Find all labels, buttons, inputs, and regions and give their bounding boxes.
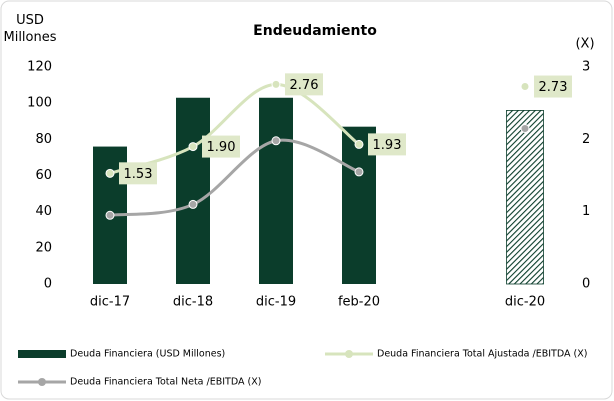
x-tick-label: dic-19 xyxy=(256,295,296,310)
legend-label: Deuda Financiera Total Ajustada /EBITDA … xyxy=(377,349,587,360)
y-tick-label: 60 xyxy=(35,168,52,183)
line xyxy=(109,138,360,217)
y-tick-label: 80 xyxy=(35,132,52,147)
value-label: 2.76 xyxy=(290,78,319,93)
y-tick-label: 0 xyxy=(44,277,52,292)
line-marker xyxy=(520,82,530,92)
y2-tick-label: 2 xyxy=(582,132,590,147)
y2-tick-label: 1 xyxy=(582,204,590,219)
line-marker xyxy=(105,210,115,220)
value-label: 1.53 xyxy=(124,167,153,182)
line-marker xyxy=(354,139,364,149)
y2-axis-label: (X) xyxy=(575,37,594,52)
x-tick-label: dic-20 xyxy=(505,295,545,310)
y-tick-label: 120 xyxy=(27,60,52,75)
y2-tick-label: 3 xyxy=(582,60,590,75)
line-marker xyxy=(188,142,198,152)
line-marker xyxy=(271,136,281,146)
legend-swatch xyxy=(38,378,46,386)
line-marker xyxy=(105,168,115,178)
bar xyxy=(259,97,293,284)
line-marker xyxy=(354,167,364,177)
value-label-box xyxy=(119,162,157,185)
value-label-box xyxy=(368,133,406,156)
bar xyxy=(506,110,544,285)
line-marker xyxy=(520,123,530,133)
value-label-box xyxy=(202,135,240,158)
value-label-box xyxy=(285,73,323,96)
y-tick-label: 100 xyxy=(27,96,52,111)
y2-tick-label: 0 xyxy=(582,277,590,292)
line-marker xyxy=(271,79,281,89)
legend-label: Deuda Financiera (USD Millones) xyxy=(70,349,225,360)
value-label-box xyxy=(534,75,572,98)
legend-swatch xyxy=(345,350,353,358)
value-label: 1.90 xyxy=(207,140,236,155)
x-tick-label: dic-18 xyxy=(173,295,213,310)
chart-title: Endeudamiento xyxy=(253,23,377,39)
line-marker xyxy=(188,199,198,209)
value-label: 2.73 xyxy=(539,80,568,95)
legend-swatch xyxy=(18,350,66,358)
y-tick-label: 40 xyxy=(35,204,52,219)
bar xyxy=(176,97,210,284)
value-label: 1.93 xyxy=(373,138,402,153)
y-axis-label: USD Millones xyxy=(3,13,56,45)
legend-label: Deuda Financiera Total Neta /EBITDA (X) xyxy=(70,377,261,388)
x-tick-label: dic-17 xyxy=(90,295,130,310)
x-tick-label: feb-20 xyxy=(338,295,380,310)
y-tick-label: 20 xyxy=(35,240,52,255)
